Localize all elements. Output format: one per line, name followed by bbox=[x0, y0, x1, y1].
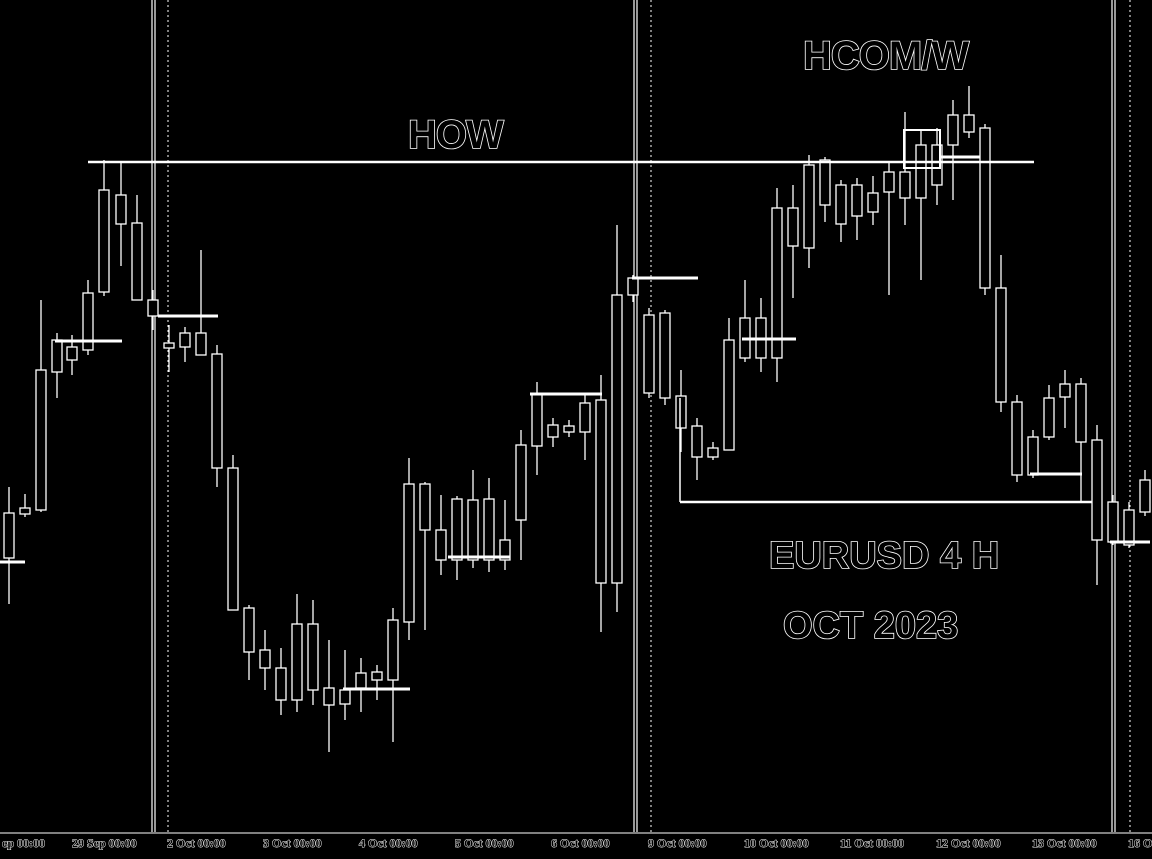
candle-body bbox=[19, 507, 31, 515]
x-tick-label: 11 Oct 00:00 bbox=[840, 836, 905, 851]
candle-body bbox=[995, 287, 1007, 403]
candle-body bbox=[979, 127, 991, 289]
candle-body bbox=[1123, 509, 1135, 546]
candle-body bbox=[819, 159, 831, 206]
candle-body bbox=[1107, 501, 1119, 543]
candle-body bbox=[771, 207, 783, 359]
candle-body bbox=[883, 171, 895, 193]
hcom-annotation: HCOM/W bbox=[802, 33, 970, 79]
candle-body bbox=[787, 207, 799, 247]
candle-body bbox=[211, 353, 223, 469]
candle-body bbox=[1059, 383, 1071, 398]
candle-body bbox=[82, 292, 94, 351]
x-tick-label: 10 Oct 00:00 bbox=[744, 836, 810, 851]
x-tick-label: 4 Oct 00:00 bbox=[359, 836, 419, 851]
hcom-box bbox=[903, 129, 941, 169]
candle-body bbox=[499, 539, 511, 561]
x-tick-label: 13 Oct 00:00 bbox=[1032, 836, 1098, 851]
candle-body bbox=[1043, 397, 1055, 438]
candle-body bbox=[707, 447, 719, 458]
candle-body bbox=[531, 393, 543, 447]
candle-body bbox=[339, 689, 351, 705]
candle-body bbox=[98, 189, 110, 293]
candle-body bbox=[579, 402, 591, 433]
candle-body bbox=[147, 299, 159, 317]
x-tick-label: 2 Oct 00:00 bbox=[167, 836, 227, 851]
candle-body bbox=[243, 607, 255, 653]
candle-body bbox=[627, 277, 639, 296]
candle-body bbox=[1139, 479, 1151, 513]
x-tick-label: 3 Oct 00:00 bbox=[263, 836, 323, 851]
candle-body bbox=[66, 346, 78, 361]
candle-body bbox=[803, 164, 815, 249]
candle-body bbox=[595, 399, 607, 584]
candle-body bbox=[1091, 439, 1103, 541]
candle-body bbox=[1075, 383, 1087, 443]
candle-body bbox=[291, 623, 303, 701]
candle-body bbox=[435, 529, 447, 561]
x-tick-label: 5 Oct 00:00 bbox=[455, 836, 515, 851]
candle-body bbox=[515, 444, 527, 521]
candle-body bbox=[483, 498, 495, 561]
x-tick-label: 6 Oct 00:00 bbox=[551, 836, 611, 851]
x-tick-label: 16 O bbox=[1128, 836, 1152, 851]
candle-body bbox=[1011, 401, 1023, 476]
candle-body bbox=[643, 314, 655, 394]
how-annotation: HOW bbox=[407, 112, 504, 158]
candle-body bbox=[611, 294, 623, 584]
candle-body bbox=[419, 483, 431, 531]
period-annotation: OCT 2023 bbox=[782, 604, 959, 648]
candle-body bbox=[691, 425, 703, 458]
x-tick-label: ep 00:00 bbox=[2, 836, 46, 851]
candle-body bbox=[387, 619, 399, 681]
candle-body bbox=[195, 332, 207, 356]
x-tick-label: 29 Sep 00:00 bbox=[72, 836, 138, 851]
candle-body bbox=[547, 424, 559, 438]
candle-body bbox=[115, 194, 127, 225]
candle-body bbox=[371, 671, 383, 681]
x-tick-label: 12 Oct 00:00 bbox=[936, 836, 1002, 851]
candle-body bbox=[867, 192, 879, 213]
candle-body bbox=[51, 339, 63, 373]
candle-body bbox=[675, 395, 687, 429]
candle-body bbox=[131, 222, 143, 301]
candle-body bbox=[835, 184, 847, 225]
candle-body bbox=[163, 342, 175, 349]
candle-body bbox=[931, 144, 943, 186]
candle-body bbox=[899, 171, 911, 199]
candle-body bbox=[227, 467, 239, 611]
symbol-annotation: EURUSD 4 H bbox=[768, 534, 1000, 578]
candle-body bbox=[659, 312, 671, 399]
candle-body bbox=[915, 144, 927, 199]
candle-body bbox=[35, 369, 47, 511]
candle-body bbox=[467, 499, 479, 561]
candle-body bbox=[963, 114, 975, 133]
x-tick-label: 9 Oct 00:00 bbox=[648, 836, 708, 851]
candle-body bbox=[1027, 436, 1039, 476]
candle-body bbox=[851, 184, 863, 217]
candle-body bbox=[563, 425, 575, 433]
candle-body bbox=[259, 649, 271, 669]
candle-body bbox=[723, 339, 735, 451]
candle-body bbox=[3, 512, 15, 559]
candle-body bbox=[275, 667, 287, 701]
candle-body bbox=[355, 672, 367, 689]
candle-body bbox=[451, 498, 463, 561]
candle-body bbox=[179, 332, 191, 348]
candle-body bbox=[323, 687, 335, 706]
candle-body bbox=[947, 114, 959, 146]
candle-body bbox=[307, 623, 319, 691]
candle-body bbox=[403, 483, 415, 623]
